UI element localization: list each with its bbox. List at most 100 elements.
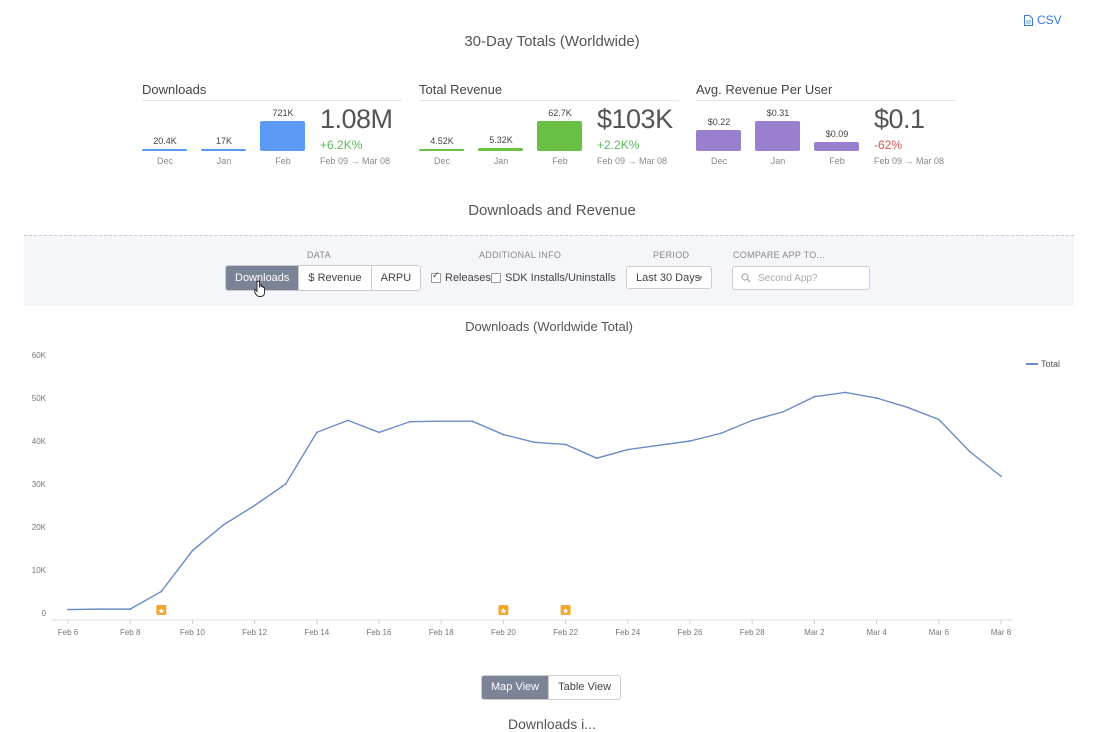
x-tick-label: Feb 18 [429, 628, 454, 637]
x-tick-label: Feb 22 [553, 628, 578, 637]
data-point [502, 433, 505, 436]
kpi-bar-value: 17K [215, 136, 232, 146]
kpi-total: $0.1 [874, 104, 925, 134]
data-point [253, 504, 256, 507]
x-tick-label: Feb 26 [678, 628, 703, 637]
data-point [658, 444, 660, 447]
x-tick-label: Mar 2 [804, 628, 825, 637]
release-marker[interactable]: ★ [156, 605, 167, 616]
compare-app-field[interactable] [732, 266, 870, 290]
map-view-button[interactable]: Map View [482, 676, 550, 699]
data-point [67, 608, 69, 611]
sdk-installs-checkbox[interactable]: SDK Installs/Uninstalls [491, 272, 616, 284]
compare-label: COMPARE APP TO... [733, 250, 825, 260]
y-tick-label: 40K [32, 437, 47, 446]
compare-app-input[interactable] [756, 271, 860, 285]
divider [696, 100, 956, 101]
release-marker[interactable]: ★ [498, 605, 509, 616]
x-tick-label: Feb 12 [242, 628, 267, 637]
data-point [626, 448, 629, 451]
x-tick-label: Feb 20 [491, 628, 516, 637]
checkbox-checked-icon [431, 270, 441, 283]
kpi-total: 1.08M [320, 104, 393, 134]
y-tick-label: 20K [32, 523, 47, 532]
kpi-bar-value: $0.09 [825, 129, 849, 140]
data-point [844, 391, 847, 394]
sdk-label: SDK Installs/Uninstalls [505, 272, 616, 284]
data-point [969, 450, 971, 453]
x-tick-label: Mar 8 [991, 628, 1012, 637]
search-icon [741, 273, 751, 283]
star-icon: ★ [500, 607, 507, 616]
kpi-bar-label: Feb [829, 156, 845, 166]
kpi-date-range: Feb 09 → Mar 08 [320, 156, 391, 166]
view-toggle: Map View Table View [481, 675, 622, 700]
csv-download-link[interactable]: CSV [1024, 13, 1062, 27]
kpi-bar-value: 4.52K [430, 135, 454, 146]
kpi-bar-label: Dec [433, 156, 450, 166]
x-tick-label: Mar 6 [929, 628, 950, 637]
data-point [813, 395, 816, 398]
y-tick-label: 10K [32, 566, 47, 575]
kpi-bar-value: $0.22 [707, 116, 731, 127]
x-tick-label: Feb 10 [180, 628, 205, 637]
checkbox-unchecked-icon [491, 273, 501, 283]
release-marker[interactable]: ★ [560, 605, 571, 616]
period-select[interactable]: Last 30 Days ▼ [626, 266, 712, 289]
data-point [222, 523, 225, 526]
data-point [440, 420, 443, 423]
period-label: PERIOD [653, 250, 690, 260]
y-tick-label: 50K [32, 394, 47, 403]
kpi-change: +2.2K% [597, 138, 640, 152]
kpi-arpu: Avg. Revenue Per User $0.22 Dec $0.31 Jan $0… [696, 82, 956, 172]
data-point [533, 441, 536, 444]
kpi-change: -62% [874, 138, 903, 152]
kpi-bar-jan [478, 148, 523, 151]
data-point [378, 431, 380, 434]
star-icon: ★ [158, 607, 165, 616]
data-point [160, 590, 163, 593]
kpi-bar-dec [142, 149, 187, 151]
kpi-title: Avg. Revenue Per User [696, 82, 833, 97]
file-icon [1024, 14, 1033, 26]
data-point [782, 410, 785, 413]
controls-panel [24, 235, 1074, 306]
period-value: Last 30 Days [636, 272, 701, 284]
data-point [937, 418, 940, 421]
kpi-bar-feb [814, 142, 859, 151]
data-point [191, 549, 194, 552]
kpi-bar-label: Dec [710, 156, 727, 166]
table-view-button[interactable]: Table View [558, 681, 612, 693]
kpi-bar-label: Jan [770, 156, 786, 166]
data-option-revenue[interactable]: $ Revenue [299, 266, 372, 290]
divider [419, 100, 679, 101]
kpi-bar-label: Feb [552, 156, 568, 166]
kpi-title: Downloads [142, 82, 207, 97]
data-point [409, 420, 411, 423]
hand-cursor-icon [254, 280, 265, 297]
data-point [906, 406, 909, 409]
star-icon: ★ [562, 607, 569, 616]
kpi-bar-value: $0.31 [766, 108, 790, 118]
releases-checkbox[interactable]: Releases [431, 270, 491, 284]
kpi-bar-value: 5.32K [489, 135, 513, 146]
data-label: DATA [307, 250, 331, 260]
data-option-arpu[interactable]: ARPU [380, 272, 412, 284]
release-marker-box [560, 605, 571, 615]
data-point [564, 443, 567, 446]
data-point [347, 419, 349, 422]
kpi-bar-value: 20.4K [153, 136, 177, 146]
kpi-bar-label: Jan [493, 156, 509, 166]
kpi-change: +6.2K% [320, 138, 363, 152]
legend-label: Total [1041, 359, 1061, 369]
kpi-revenue: Total Revenue 4.52K Dec 5.32K Jan 62.7K Feb $1… [419, 82, 679, 172]
data-point [98, 608, 100, 611]
kpi-bar-jan [755, 121, 800, 151]
downloads-line-chart: 0 10K 20K 30K 40K 50K 60K Feb 6 Feb 8 Feb 10 Feb 1… [32, 351, 1012, 637]
y-tick-label: 30K [32, 480, 47, 489]
x-tick-label: Mar 4 [866, 628, 887, 637]
y-tick-label: 60K [32, 351, 47, 360]
kpi-bar-dec [419, 148, 464, 151]
kpi-bar-jan [201, 149, 246, 151]
additional-info-label: ADDITIONAL INFO [479, 250, 562, 260]
